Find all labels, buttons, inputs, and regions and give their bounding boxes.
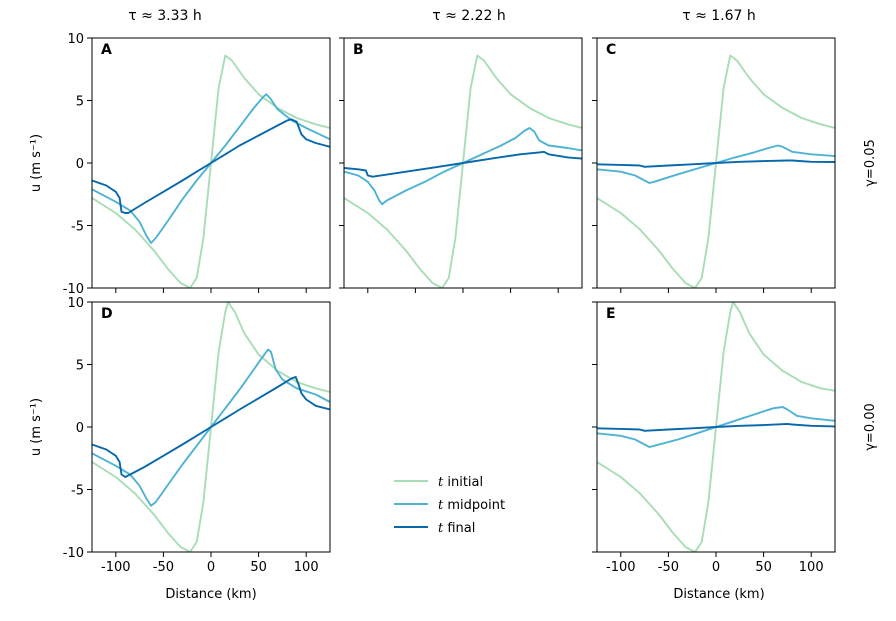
x-axis-label: Distance (km)	[165, 587, 256, 602]
legend-label-final: t final	[438, 521, 475, 536]
y-tick-label: 0	[76, 157, 84, 172]
y-axis-label: u (m s⁻¹)	[29, 134, 44, 192]
series-line-final	[597, 159, 835, 168]
series-line-initial	[597, 54, 835, 288]
y-axis-label: u (m s⁻¹)	[29, 398, 44, 456]
panel-a: 10 5 0 -5 -10 A	[63, 32, 331, 297]
panel-c: C	[592, 37, 836, 293]
legend-label-midpoint: t midpoint	[438, 498, 505, 513]
legend-label-initial: t initial	[438, 475, 483, 490]
series-line-initial	[344, 54, 582, 288]
x-tick-label: -50	[153, 560, 174, 575]
x-tick-label: 0	[712, 560, 720, 575]
y-tick-label: 5	[76, 359, 84, 374]
series-line-final	[92, 118, 330, 214]
panel-letter: C	[606, 42, 616, 58]
y-tick-label: -5	[71, 484, 84, 499]
column-title: τ ≈ 1.67 h	[682, 8, 756, 24]
x-tick-label: 0	[207, 560, 215, 575]
series-line-final	[344, 150, 582, 178]
y-tick-label: -5	[71, 220, 84, 235]
series-line-initial	[92, 54, 330, 288]
panel-b: B	[339, 37, 583, 293]
x-tick-label: 50	[250, 560, 267, 575]
legend-variable: t	[438, 498, 447, 513]
series-line-final	[597, 422, 835, 432]
legend-variable: t	[438, 521, 447, 536]
panel-letter: B	[353, 42, 364, 58]
series-line-initial	[597, 302, 835, 552]
row-label: γ=0.00	[863, 403, 878, 451]
legend-text: initial	[447, 475, 483, 490]
x-tick-label: 100	[294, 560, 319, 575]
y-tick-label: -10	[63, 282, 84, 297]
panel-letter: A	[101, 42, 112, 58]
column-title: τ ≈ 3.33 h	[128, 8, 202, 24]
x-tick-label: 50	[755, 560, 772, 575]
legend-text: midpoint	[447, 498, 505, 513]
row-label: γ=0.05	[863, 139, 878, 187]
y-tick-label: 0	[76, 421, 84, 436]
x-tick-label: -100	[101, 560, 131, 575]
legend-variable: t	[438, 475, 447, 490]
y-tick-label: -10	[63, 546, 84, 561]
panel-letter: E	[606, 306, 616, 322]
series-line-final	[92, 376, 330, 478]
y-tick-label: 10	[67, 32, 84, 47]
x-tick-label: 100	[799, 560, 824, 575]
series-line-midpoint	[92, 348, 330, 507]
y-tick-label: 5	[76, 95, 84, 110]
x-tick-label: -50	[658, 560, 679, 575]
panel-letter: D	[101, 306, 113, 322]
legend-text: final	[447, 521, 475, 536]
x-axis-label: Distance (km)	[673, 587, 764, 602]
y-tick-label: 10	[67, 296, 84, 311]
column-title: τ ≈ 2.22 h	[432, 8, 506, 24]
panel-e: -100 -50 0 50 100 E	[592, 301, 836, 575]
x-tick-label: -100	[606, 560, 636, 575]
